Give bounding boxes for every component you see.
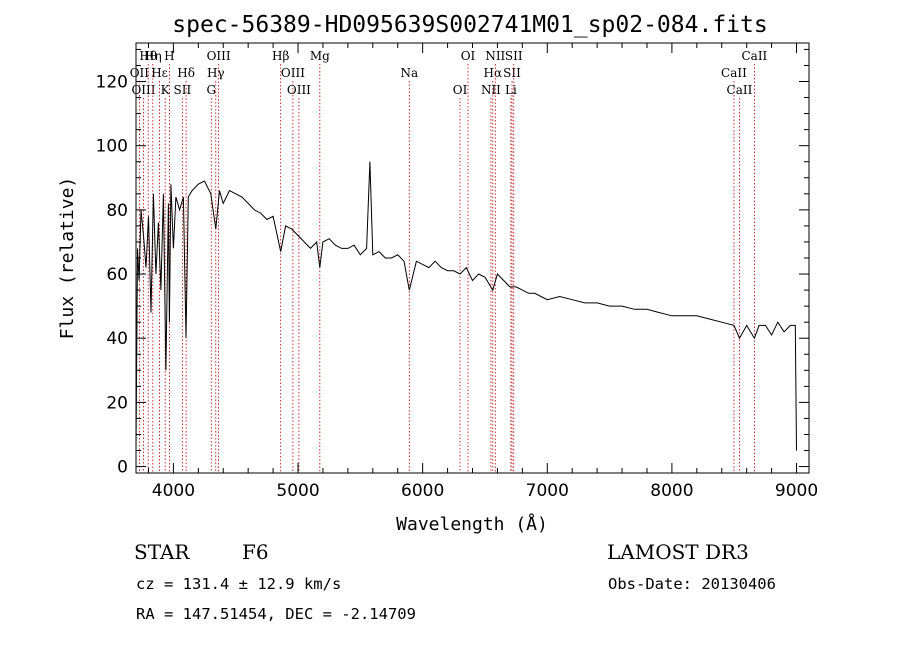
- obs-date: Obs-Date: 20130406: [608, 575, 776, 593]
- spectrum-line: [135, 161, 797, 451]
- spectral-line-label: OI: [461, 49, 476, 63]
- x-axis-label: Wavelength (Å): [396, 513, 548, 535]
- spectral-line-label: NII: [481, 83, 501, 97]
- object-class: STAR: [134, 540, 190, 564]
- spectral-line-label: OIII: [287, 83, 311, 97]
- y-tick-label: 120: [96, 73, 128, 93]
- spectral-line-label: Na: [400, 66, 418, 80]
- spectral-line-label: Hβ: [272, 49, 289, 63]
- x-tick-label: 6000: [401, 481, 444, 501]
- y-tick-label: 0: [117, 458, 128, 478]
- spectral-line-label: Hη: [144, 49, 162, 63]
- spectral-line-label: Li: [505, 83, 517, 97]
- x-tick-label: 7000: [526, 481, 569, 501]
- coordinates-readout: RA = 147.51454, DEC = -2.14709: [136, 605, 416, 623]
- spectrum-series: [135, 161, 797, 451]
- spectral-line-label: CaII: [721, 66, 747, 80]
- spectral-line-label: OIII: [131, 83, 155, 97]
- redshift-readout: cz = 131.4 ± 12.9 km/s: [136, 575, 341, 593]
- spectral-line-label: SII: [505, 49, 523, 63]
- spectral-line-label: OII: [130, 66, 150, 80]
- x-tick-label: 9000: [775, 481, 818, 501]
- spectral-line-label: SII: [174, 83, 192, 97]
- spectral-line-label: Mg: [310, 49, 330, 63]
- y-tick-label: 80: [106, 201, 128, 221]
- spectral-line-label: OIII: [281, 66, 305, 80]
- spectral-line-label: NII: [485, 49, 505, 63]
- x-tick-label: 5000: [276, 481, 319, 501]
- x-tick-label: 4000: [152, 481, 195, 501]
- spectral-line-label: G: [206, 83, 216, 97]
- spectral-line-label: Hθ: [139, 49, 157, 63]
- spectral-line-label: SII: [503, 66, 521, 80]
- spectral-line-label: CaII: [727, 83, 753, 97]
- axis-ticks: 4000 5000 6000 7000 8000 9000 0 20 40 60 80 100 120: [96, 43, 818, 501]
- spectral-line-label: Hε: [151, 66, 168, 80]
- y-tick-label: 40: [106, 329, 128, 349]
- spectral-line-label: CaII: [741, 49, 767, 63]
- spectral-line-label: OIII: [207, 49, 231, 63]
- survey-name: LAMOST DR3: [607, 540, 749, 564]
- chart-title: spec-56389-HD095639S002741M01_sp02-084.f…: [172, 12, 767, 38]
- subclass: F6: [242, 540, 269, 564]
- spectral-line-label: Hγ: [207, 66, 225, 80]
- x-tick-label: 8000: [650, 481, 693, 501]
- spectral-line-label: K: [161, 83, 171, 97]
- spectral-line-markers: Hθ OII OIII Hη Hε K HHδ SII OIII Hγ G Hβ OIII OIII Mg N…: [130, 49, 768, 473]
- y-axis-label: Flux (relative): [57, 177, 78, 340]
- y-tick-label: 20: [106, 393, 128, 413]
- spectral-line-label: OI: [453, 83, 468, 97]
- spectral-line-label: Hα: [484, 66, 503, 80]
- y-tick-label: 100: [96, 137, 128, 157]
- spectral-line-label: Hδ: [177, 66, 195, 80]
- spectral-line-label: H: [164, 49, 174, 63]
- y-tick-label: 60: [106, 265, 128, 285]
- plot-frame: [135, 42, 810, 474]
